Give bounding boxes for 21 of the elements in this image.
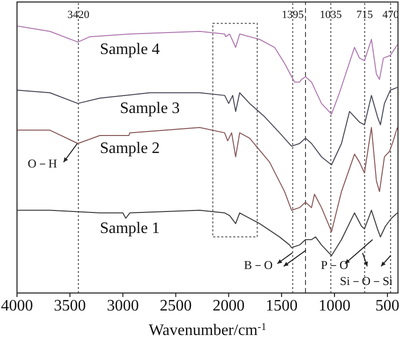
ref-line-label: 1395 bbox=[282, 8, 304, 21]
series-label: Sample 1 bbox=[100, 220, 160, 237]
annotation: P－O bbox=[320, 258, 348, 272]
x-axis-title: Wavenumber/cm$^{-1}$ bbox=[148, 322, 266, 339]
series-label: Sample 4 bbox=[100, 41, 160, 58]
ref-line-label: 3420 bbox=[67, 8, 90, 21]
annotation: B－O bbox=[244, 258, 273, 272]
x-tick-label: 2500 bbox=[160, 297, 192, 314]
series-label: Sample 3 bbox=[120, 100, 180, 117]
x-tick-label: 500 bbox=[375, 297, 400, 314]
ref-line-label: 715 bbox=[356, 8, 374, 21]
x-tick-label: 3500 bbox=[54, 297, 86, 314]
series-label: Sample 2 bbox=[100, 140, 160, 157]
x-tick-label: 4000 bbox=[1, 297, 33, 314]
ref-line-label: 1035 bbox=[320, 8, 342, 21]
annotation: O－H bbox=[28, 156, 58, 171]
annotation: Si－O－Si bbox=[340, 274, 394, 288]
x-tick-label: 1500 bbox=[266, 297, 298, 314]
x-tick-label: 1000 bbox=[318, 297, 350, 314]
x-tick-label: 3000 bbox=[106, 297, 139, 314]
x-tick-label: 2000 bbox=[212, 297, 245, 314]
